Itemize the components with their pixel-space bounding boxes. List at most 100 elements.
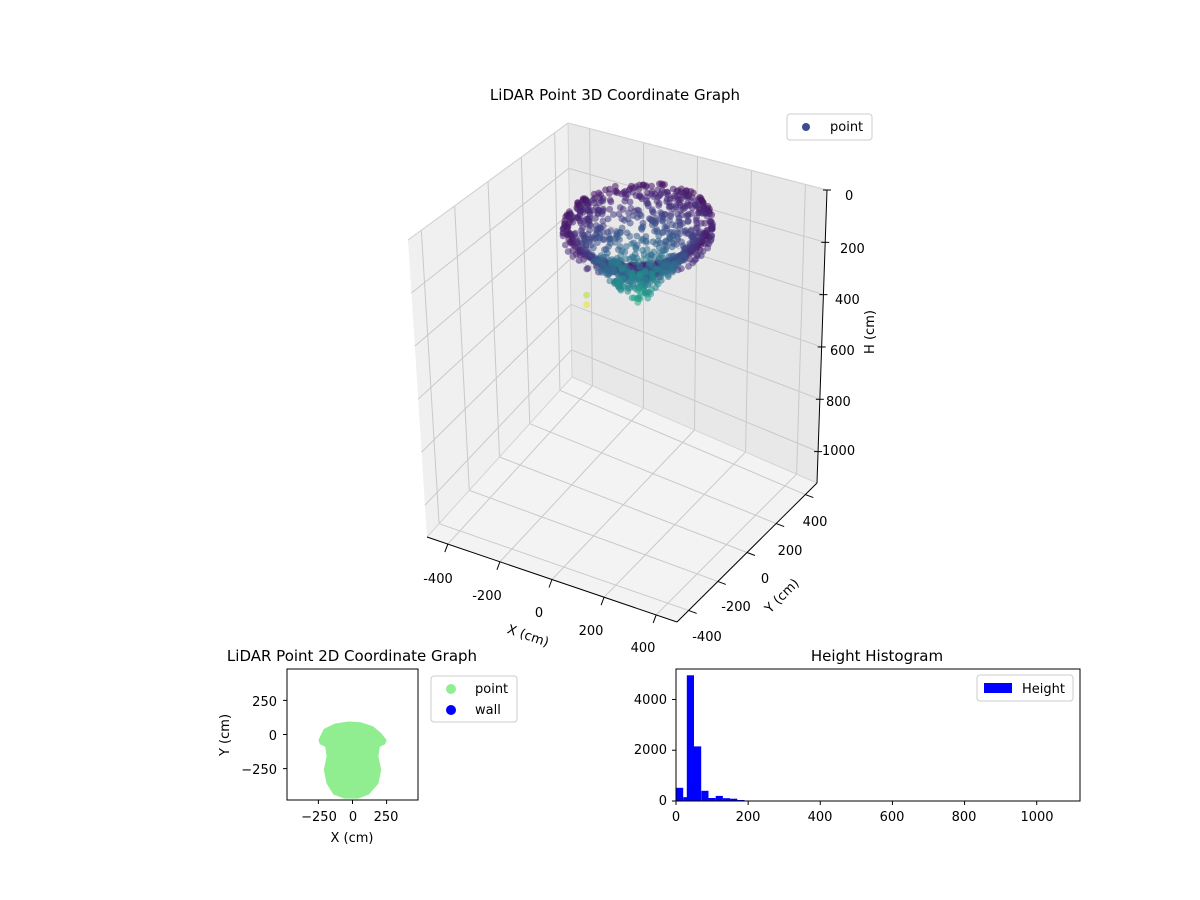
plot2d-xtick: 250 — [374, 810, 399, 825]
plot3d-point — [569, 252, 577, 260]
plot3d-point — [679, 242, 687, 250]
plot3d-point — [655, 256, 662, 264]
histogram-ytick: 4000 — [634, 693, 667, 708]
histogram-legend-box — [976, 674, 1074, 702]
plot3d-point — [645, 262, 653, 269]
plot3d-point — [660, 269, 667, 276]
plot3d-point — [606, 190, 613, 197]
plot3d-ztick: 600 — [830, 344, 855, 359]
plot3d-xtick-mark — [496, 561, 501, 570]
plot3d-ytick: -400 — [692, 630, 722, 645]
plot3d-point — [672, 222, 680, 230]
plot3d-point — [677, 265, 685, 272]
plot3d-ytick-mark — [688, 609, 697, 614]
plot3d-point — [662, 237, 670, 245]
histogram-legend-label: Height — [1022, 682, 1065, 697]
histogram-xtick: 800 — [952, 810, 977, 825]
plot3d-point — [629, 188, 637, 196]
plot3d-point — [649, 276, 656, 283]
plot3d-point — [596, 234, 604, 242]
plot3d-point — [616, 243, 624, 250]
plot3d-point — [614, 233, 621, 241]
plot3d-point — [663, 198, 671, 206]
histogram-xtick: 400 — [808, 810, 833, 825]
plot3d-point — [592, 215, 599, 222]
plot3d-point — [626, 233, 634, 240]
plot3d-point — [619, 205, 627, 213]
histogram-bar — [676, 787, 684, 801]
plot3d-point — [646, 254, 654, 262]
histogram-xtick: 200 — [736, 810, 761, 825]
plot3d-point — [640, 256, 647, 263]
plot3d-point — [595, 258, 603, 266]
histogram-xtick: 0 — [672, 810, 680, 825]
plot3d-point — [707, 218, 714, 226]
plot3d-ytick-mark — [746, 552, 756, 556]
plot3d-point — [658, 217, 666, 225]
plot2d-legend-label: wall — [475, 703, 501, 718]
plot3d-point — [577, 219, 585, 227]
plot3d-point — [673, 234, 681, 241]
plot3d-z-axis-line — [816, 189, 828, 484]
plot3d-point — [583, 206, 591, 214]
plot3d-ytick: -200 — [721, 600, 751, 615]
plot3d-point — [626, 219, 634, 227]
plot3d-point — [638, 225, 646, 233]
plot3d-point — [659, 246, 667, 254]
plot2d-legend-marker-wall — [446, 705, 456, 715]
plot3d-ztick: 200 — [840, 242, 865, 257]
plot3d-point — [621, 197, 629, 205]
plot3d-pane-left — [408, 123, 572, 537]
plot3d-point — [680, 251, 688, 259]
plot3d-point — [598, 210, 606, 218]
plot3d-point — [624, 285, 632, 292]
histogram: Height Histogram 0 200 400 600 800 1000 … — [634, 647, 1081, 825]
plot3d-point — [707, 235, 715, 243]
plot3d-zlabel: H (cm) — [863, 310, 878, 354]
plot3d-ztick: 0 — [845, 189, 853, 204]
plot3d-point — [665, 203, 673, 211]
plot3d-point — [618, 265, 626, 273]
plot3d-point — [655, 232, 663, 240]
plot3d-xtick-mark — [652, 614, 657, 624]
plot3d-point — [654, 280, 662, 288]
plot3d-point — [607, 227, 615, 235]
plot3d-point — [607, 198, 615, 206]
plot2d: LiDAR Point 2D Coordinate Graph −250 0 2… — [218, 647, 518, 846]
plot3d-point — [610, 266, 618, 274]
plot3d-point — [685, 263, 692, 270]
plot3d-point — [648, 190, 655, 198]
plot3d-xtick: 400 — [631, 641, 656, 656]
plot2d-ytick: 250 — [252, 695, 277, 710]
plot3d-ytick: 400 — [803, 515, 828, 530]
histogram-ytick: 0 — [659, 794, 667, 809]
plot3d-xtick: -400 — [423, 572, 453, 587]
plot3d-legend: point — [786, 113, 873, 141]
plot3d-point — [651, 227, 658, 235]
plot2d-legend-marker-point — [446, 684, 456, 694]
plot2d-ytick: 0 — [269, 729, 277, 744]
plot3d-point — [636, 262, 643, 270]
plot3d-point — [684, 212, 692, 220]
histogram-bar — [722, 798, 731, 801]
plot3d-ytick-mark — [717, 580, 727, 585]
plot3d-legend-label: point — [830, 120, 863, 135]
plot3d-point — [624, 191, 631, 199]
histogram-legend-swatch — [984, 683, 1012, 693]
plot3d-point — [611, 239, 619, 246]
plot2d-xtick: −250 — [301, 810, 337, 825]
plot3d-legend-marker — [802, 123, 810, 131]
plot3d-point — [628, 274, 636, 281]
plot2d-point-cloud — [318, 721, 387, 799]
plot3d-point — [653, 265, 661, 273]
plot3d-point — [583, 265, 591, 273]
plot3d-point — [642, 183, 650, 191]
plot3d-point — [664, 191, 672, 199]
plot3d-point — [619, 274, 626, 282]
histogram-bar — [686, 675, 694, 801]
plot3d-ztick: 1000 — [822, 444, 855, 459]
plot3d-point — [634, 214, 641, 221]
plot3d-point — [704, 244, 712, 252]
plot2d-title: LiDAR Point 2D Coordinate Graph — [227, 647, 477, 665]
